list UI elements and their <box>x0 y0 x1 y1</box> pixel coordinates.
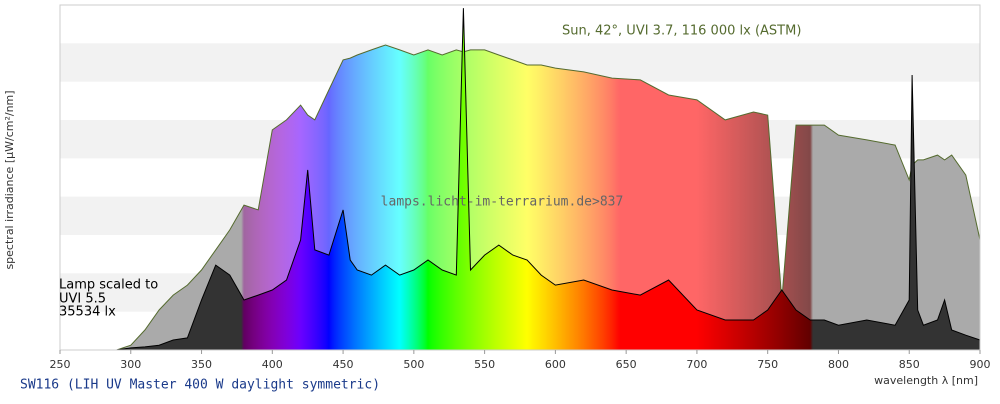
plot-marks <box>116 8 981 351</box>
x-tick-label: 850 <box>899 358 920 371</box>
lamp-line <box>116 8 981 351</box>
lamp-label: UVI 5.5 <box>59 292 106 307</box>
x-tick-label: 650 <box>616 358 637 371</box>
plot-frame <box>59 4 981 351</box>
chart-title: SW116 (LIH UV Master 400 W daylight symm… <box>20 378 380 393</box>
x-tick-label: 250 <box>50 358 71 371</box>
sun-line <box>116 44 981 351</box>
x-tick-label: 500 <box>403 358 424 371</box>
x-tick-label: 300 <box>120 358 141 371</box>
x-tick-label: 550 <box>474 358 495 371</box>
sun-label: Sun, 42°, UVI 3.7, 116 000 lx (ASTM) <box>562 24 801 39</box>
x-tick-label: 700 <box>686 358 707 371</box>
x-tick-label: 900 <box>970 358 991 371</box>
x-tick-label: 800 <box>828 358 849 371</box>
lamp-label: 35534 lx <box>59 305 116 320</box>
x-tick-label: 350 <box>191 358 212 371</box>
x-tick-label: 450 <box>333 358 354 371</box>
lamp-area <box>116 8 981 350</box>
x-axis-label: wavelength λ [nm] <box>874 374 978 387</box>
y-axis-label: spectral irradiance [µW/cm²/nm] <box>3 90 16 269</box>
x-tick-label: 400 <box>262 358 283 371</box>
x-tick-label: 600 <box>545 358 566 371</box>
lamp-label: Lamp scaled to <box>59 278 158 293</box>
x-tick-label: 750 <box>757 358 778 371</box>
watermark: lamps.licht-im-terrarium.de>837 <box>381 195 624 210</box>
